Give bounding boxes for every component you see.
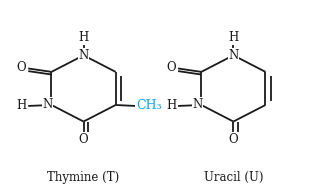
- Text: H: H: [228, 31, 239, 44]
- Text: O: O: [166, 61, 176, 74]
- Text: O: O: [16, 61, 26, 74]
- Text: H: H: [166, 99, 176, 113]
- Text: CH₃: CH₃: [136, 99, 162, 113]
- Text: Uracil (U): Uracil (U): [204, 171, 263, 184]
- Text: N: N: [228, 49, 239, 62]
- Text: H: H: [16, 99, 26, 113]
- Text: O: O: [79, 133, 88, 146]
- Text: N: N: [192, 98, 202, 111]
- Text: O: O: [228, 133, 238, 146]
- Text: N: N: [78, 49, 89, 62]
- Text: H: H: [78, 31, 89, 44]
- Text: Thymine (T): Thymine (T): [47, 171, 120, 184]
- Text: N: N: [43, 98, 53, 111]
